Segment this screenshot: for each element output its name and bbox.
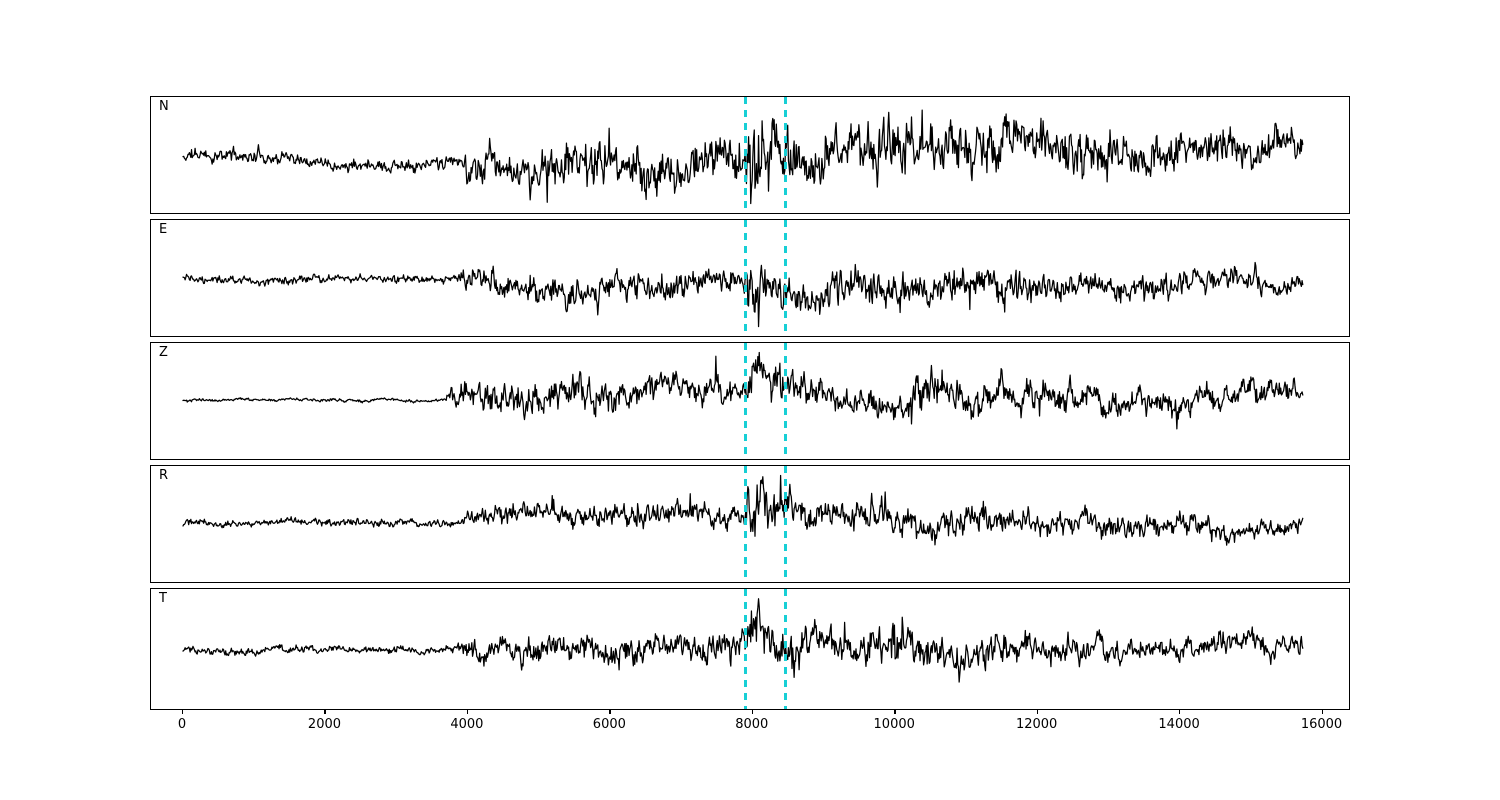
x-tick-label: 16000 (1300, 717, 1343, 732)
waveform-trace-z (151, 343, 1349, 459)
x-tick-label: 4000 (450, 717, 484, 732)
panel-label-n: N (159, 99, 169, 114)
waveform-panel-t: T (150, 588, 1350, 710)
x-tick-label: 2000 (307, 717, 342, 732)
x-tick-label: 10000 (873, 717, 915, 732)
x-tick-mark (1321, 710, 1323, 714)
waveform-trace-t (151, 589, 1349, 709)
x-axis: 0 2000 4000 6000 8000 10000 12000 14000 16000 (150, 710, 1350, 750)
waveform-trace-e (151, 220, 1349, 336)
x-tick-mark (324, 710, 326, 714)
waveform-panel-e: E (150, 219, 1350, 337)
x-tick-mark (609, 710, 611, 714)
x-tick-label: 8000 (735, 717, 769, 732)
x-tick-label: 6000 (592, 717, 626, 732)
waveform-trace-n (151, 97, 1349, 213)
waveform-panel-r: R (150, 465, 1350, 583)
panel-label-e: E (159, 222, 168, 237)
x-tick-mark (751, 710, 754, 714)
waveform-panel-z: Z (150, 342, 1350, 460)
x-tick-mark (182, 710, 184, 714)
x-tick-label: 14000 (1158, 717, 1200, 732)
x-tick-label: 0 (177, 717, 187, 732)
waveform-trace-r (151, 466, 1349, 582)
x-tick-mark (466, 710, 469, 714)
x-tick-mark (894, 710, 896, 714)
panel-label-r: R (159, 468, 169, 483)
x-tick-mark (1036, 710, 1038, 714)
panel-label-t: T (159, 591, 167, 606)
panel-label-z: Z (159, 345, 168, 360)
x-tick-mark (1179, 710, 1181, 714)
x-tick-label: 12000 (1015, 717, 1058, 732)
waveform-panel-n: N (150, 96, 1350, 214)
